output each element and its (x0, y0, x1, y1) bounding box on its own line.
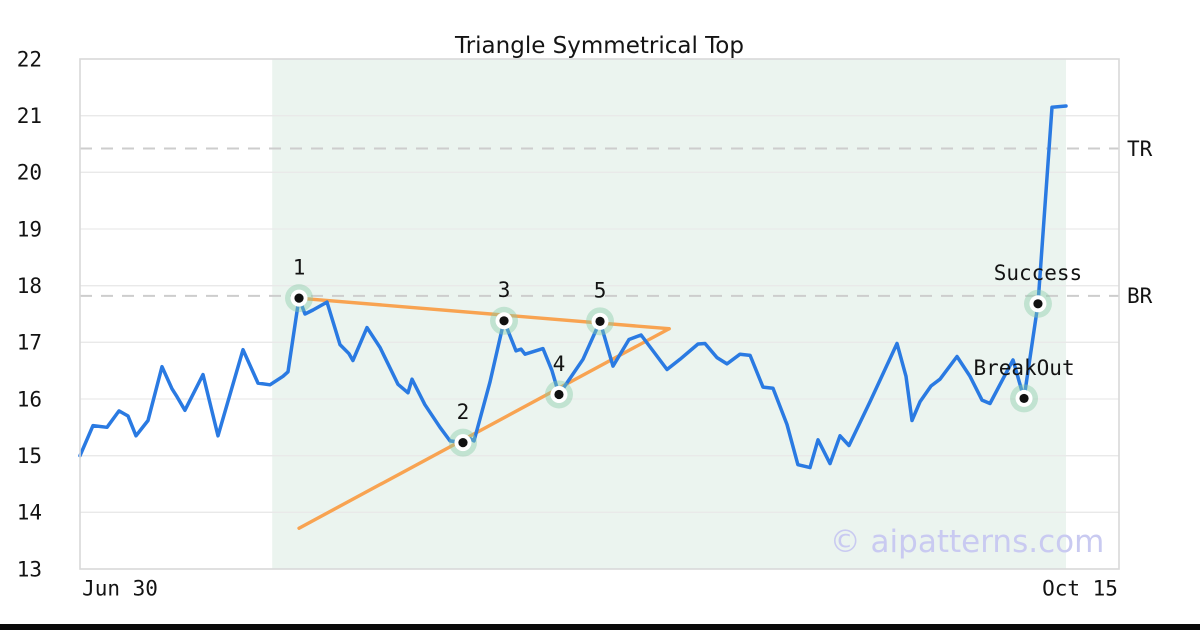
y-tick-label: 19 (17, 217, 42, 241)
point-label-breakout: BreakOut (973, 356, 1074, 380)
point-dot-breakout (1019, 393, 1029, 404)
y-tick-label: 22 (17, 47, 42, 71)
footer-bar (0, 624, 1200, 630)
price-line (78, 104, 1068, 470)
point-label-2: 2 (457, 400, 470, 424)
y-tick-label: 20 (17, 161, 42, 185)
plot-border (79, 58, 1120, 570)
y-tick-label: 14 (17, 501, 42, 525)
y-tick-label: 17 (17, 331, 42, 355)
point-label-3: 3 (498, 278, 511, 302)
y-tick-label: 21 (17, 104, 42, 128)
pattern-zone (272, 59, 1067, 569)
level-label-br: BR (1127, 284, 1153, 308)
point-dot-success (1033, 299, 1043, 309)
point-label-5: 5 (594, 279, 607, 303)
point-label-success: Success (994, 261, 1083, 285)
x-tick-label: Oct 15 (1042, 576, 1118, 600)
y-tick-label: 13 (17, 557, 42, 581)
y-tick-label: 18 (17, 274, 42, 298)
point-dot-2 (458, 438, 468, 448)
point-dot-1 (294, 293, 304, 303)
watermark: © aipatterns.com (830, 524, 1105, 560)
x-tick-label: Jun 30 (82, 576, 158, 600)
level-label-tr: TR (1127, 137, 1153, 161)
trendline-lower (297, 327, 671, 530)
point-dot-4 (554, 389, 564, 400)
y-tick-label: 15 (17, 444, 42, 468)
point-dot-5 (595, 316, 605, 326)
point-dot-3 (499, 316, 509, 326)
point-label-1: 1 (293, 255, 306, 279)
y-tick-label: 16 (17, 387, 42, 411)
chart-title: Triangle Symmetrical Top (454, 33, 744, 59)
point-label-4: 4 (553, 352, 566, 376)
